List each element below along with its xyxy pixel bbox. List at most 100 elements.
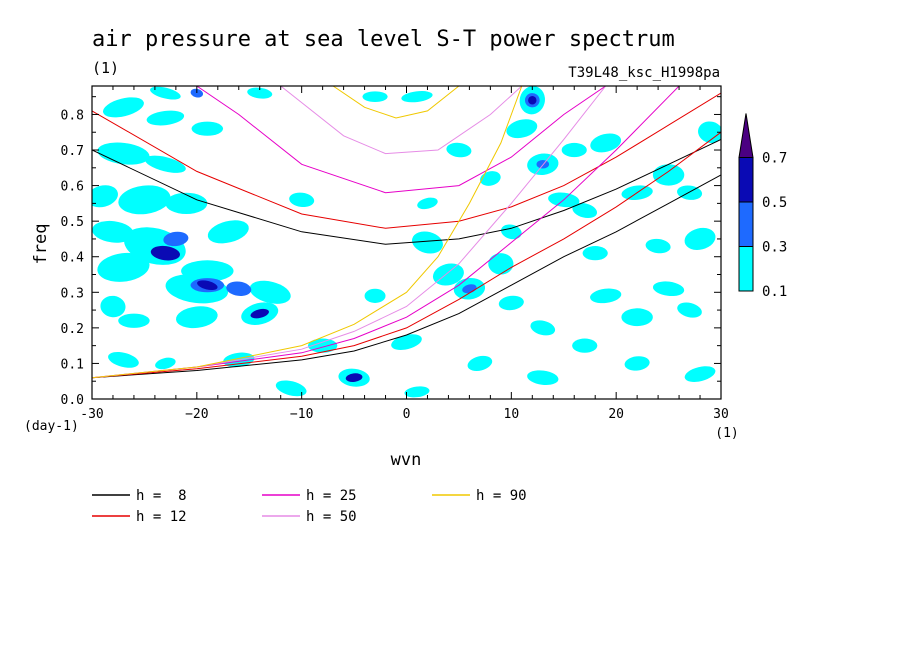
- contour-blob: [645, 238, 671, 254]
- contour-blob: [501, 224, 522, 240]
- legend: h = 8 h = 25 h = 90 h = 12 h = 50: [92, 488, 527, 525]
- y-tick-label: 0.8: [61, 108, 84, 123]
- contour-blob: [404, 386, 430, 398]
- contour-blob: [498, 295, 524, 311]
- contour-blob: [150, 86, 181, 100]
- contour-blob: [191, 121, 224, 136]
- contour-blob: [572, 202, 598, 219]
- legend-label: h = 50: [306, 509, 357, 525]
- contour-blob: [624, 356, 650, 371]
- contour-blob: [289, 192, 315, 208]
- dispersion-curve: [196, 86, 606, 194]
- y-tick-label: 0.4: [61, 251, 85, 266]
- y-tick-label: 0.3: [61, 286, 84, 301]
- contour-blob: [226, 281, 252, 296]
- contour-blob: [652, 164, 685, 186]
- contour-blob: [582, 246, 608, 261]
- y-axis-label: freq: [31, 224, 51, 265]
- x-tick-label: -30: [80, 407, 103, 422]
- x-tick-label: 10: [504, 407, 520, 422]
- colorbar-segment: [738, 246, 754, 292]
- x-unit-label: (1): [715, 426, 738, 441]
- dispersion-curve: [92, 86, 523, 379]
- contour-blob: [150, 245, 180, 261]
- contour-blob: [527, 370, 559, 385]
- contour-blob: [92, 185, 118, 208]
- contour-blob: [684, 227, 716, 250]
- contour-blob: [97, 142, 150, 165]
- x-axis-label: wvn: [391, 450, 422, 470]
- colorbar-arrow: [738, 113, 754, 158]
- contour-blob: [698, 121, 721, 144]
- dispersion-curve: [332, 86, 460, 119]
- x-tick-label: 0: [403, 407, 411, 422]
- contour-blob: [528, 95, 537, 105]
- contour-blob: [207, 220, 249, 244]
- contour-blob: [391, 334, 422, 350]
- contour-blob: [530, 320, 556, 336]
- contour-blob: [590, 288, 622, 304]
- x-tick-label: 30: [713, 407, 729, 422]
- y-tick-label: 0.5: [61, 215, 84, 230]
- y-unit-label: (day-1): [24, 419, 79, 434]
- contour-blob: [275, 380, 307, 397]
- contour-blob: [590, 133, 622, 153]
- contour-blob: [467, 355, 493, 371]
- dispersion-curve: [92, 174, 721, 379]
- chart-title: air pressure at sea level S-T power spec…: [92, 27, 675, 52]
- dispersion-curve: [92, 92, 721, 229]
- legend-label: h = 25: [306, 488, 357, 504]
- contour-blob: [432, 263, 464, 286]
- contour-blob: [163, 231, 189, 247]
- y-tick-label: 0.6: [61, 180, 84, 195]
- contour-blob: [411, 231, 443, 254]
- contour-blob: [506, 119, 538, 139]
- contour-blob: [144, 155, 186, 173]
- x-tick-label: −10: [290, 407, 313, 422]
- contour-blob: [118, 313, 150, 328]
- contour-blob: [146, 110, 185, 126]
- contour-blob: [621, 308, 653, 327]
- contour-blob: [417, 197, 438, 210]
- contour-blob: [401, 91, 433, 103]
- contour-blob: [362, 91, 388, 103]
- axis-ticks: -30 −20 −10 0 10 20 30 0.0 0.1 0.2 0.3 0.4 0.5 0.6 0.7…: [61, 86, 729, 422]
- contour-blob: [247, 87, 273, 99]
- colorbar-label: 0.7: [762, 151, 787, 167]
- chart-subtitle-right: T39L48_ksc_H1998pa: [568, 65, 720, 81]
- y-tick-label: 0.1: [61, 357, 84, 372]
- legend-label: h = 8: [136, 488, 187, 504]
- chart-subtitle-left: (1): [92, 59, 119, 77]
- contour-blob: [345, 373, 363, 383]
- contour-blob: [480, 171, 501, 186]
- contour-blob: [364, 288, 386, 303]
- x-tick-label: 20: [608, 407, 624, 422]
- x-tick-label: −20: [185, 407, 208, 422]
- legend-label: h = 12: [136, 509, 187, 525]
- colorbar-label: 0.1: [762, 284, 787, 300]
- dispersion-curve: [92, 86, 607, 379]
- contour-blob: [684, 366, 716, 382]
- contour-blob: [108, 351, 139, 368]
- contour-blob: [97, 252, 150, 282]
- colorbar-label: 0.5: [762, 195, 787, 211]
- contour-fill-layer: [92, 86, 721, 398]
- contour-blob: [190, 88, 204, 98]
- contour-blob: [175, 306, 218, 329]
- colorbar-segment: [738, 157, 754, 203]
- contour-blob: [488, 253, 514, 275]
- colorbar-segment: [738, 201, 754, 247]
- contour-blob: [100, 295, 126, 318]
- contour-blob: [446, 142, 472, 158]
- legend-label: h = 90: [476, 488, 527, 504]
- contour-blob: [102, 97, 144, 118]
- contour-blob: [155, 357, 176, 370]
- contour-blob: [572, 338, 598, 353]
- contour-blob: [165, 192, 208, 215]
- contour-blob: [250, 308, 269, 319]
- y-tick-label: 0.0: [61, 393, 84, 408]
- colorbar: 0.1 0.3 0.5 0.7: [738, 113, 787, 300]
- y-tick-label: 0.2: [61, 322, 84, 337]
- y-tick-label: 0.7: [61, 144, 84, 159]
